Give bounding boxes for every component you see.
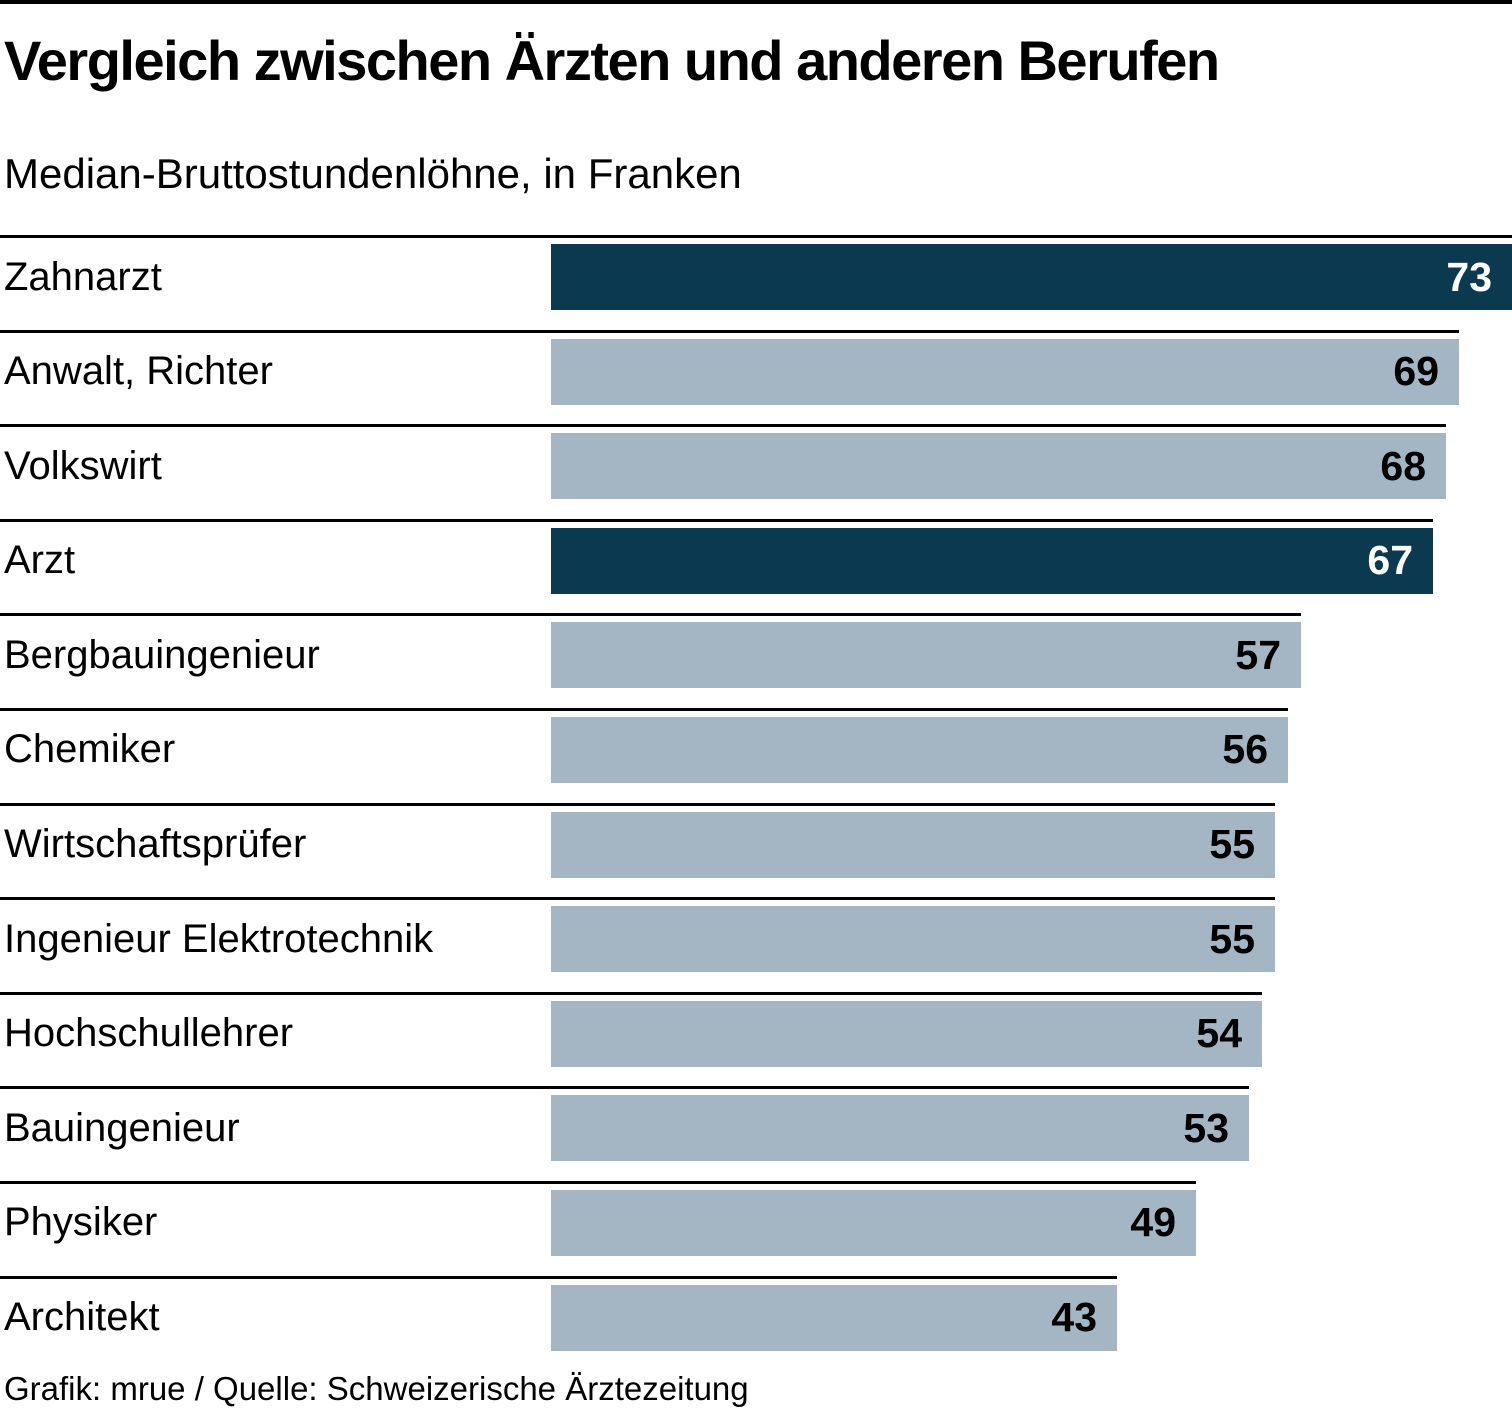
value-label: 55 (1209, 915, 1255, 962)
value-label: 67 (1367, 537, 1413, 584)
chart-row: Ingenieur Elektrotechnik 55 (0, 897, 1275, 973)
category-label: Anwalt, Richter (4, 349, 273, 394)
value-bar: 56 (551, 716, 1288, 783)
chart-row: Hochschullehrer 54 (0, 991, 1262, 1067)
chart-row: Wirtschaftsprüfer 55 (0, 802, 1275, 878)
value-bar: 57 (551, 622, 1301, 689)
chart-subtitle: Median-Bruttostundenlöhne, in Franken (4, 150, 742, 197)
chart-row: Architekt 43 (0, 1275, 1117, 1351)
value-bar: 73 (551, 244, 1512, 310)
category-label: Bauingenieur (4, 1105, 240, 1150)
value-label: 49 (1130, 1199, 1176, 1246)
category-label: Wirtschaftsprüfer (4, 822, 307, 867)
chart-row: Chemiker 56 (0, 707, 1288, 783)
value-bar: 43 (551, 1284, 1117, 1351)
value-bar: 55 (551, 811, 1275, 878)
category-label: Physiker (4, 1200, 158, 1245)
chart-row: Bauingenieur 53 (0, 1086, 1249, 1162)
value-bar: 49 (551, 1189, 1196, 1256)
value-bar: 55 (551, 906, 1275, 973)
category-label: Volkswirt (4, 443, 162, 488)
category-label: Ingenieur Elektrotechnik (4, 916, 434, 961)
chart-row: Anwalt, Richter 69 (0, 329, 1459, 405)
value-bar: 53 (551, 1095, 1249, 1162)
value-bar: 67 (551, 527, 1433, 594)
chart-row: Zahnarzt 73 (0, 235, 1512, 310)
category-label: Architekt (4, 1295, 160, 1340)
value-label: 55 (1209, 821, 1255, 868)
chart-row: Arzt 67 (0, 518, 1433, 594)
value-label: 69 (1393, 348, 1439, 395)
chart-row: Volkswirt 68 (0, 424, 1446, 500)
top-rule (0, 0, 1512, 4)
bar-chart: Zahnarzt 73 Anwalt, Richter 69 Volkswirt… (0, 235, 1512, 1351)
chart-row: Bergbauingenieur 57 (0, 613, 1301, 689)
value-label: 53 (1183, 1104, 1229, 1151)
value-label: 68 (1380, 442, 1426, 489)
category-label: Hochschullehrer (4, 1011, 294, 1056)
value-label: 57 (1235, 631, 1281, 678)
category-label: Zahnarzt (4, 254, 162, 299)
category-label: Arzt (4, 538, 76, 583)
value-label: 43 (1051, 1294, 1097, 1341)
chart-title: Vergleich zwischen Ärzten und anderen Be… (4, 29, 1220, 92)
value-bar: 54 (551, 1000, 1262, 1067)
value-label: 73 (1446, 253, 1492, 300)
chart-row: Physiker 49 (0, 1180, 1196, 1256)
value-label: 54 (1196, 1010, 1242, 1057)
value-label: 56 (1222, 726, 1268, 773)
credit-line: Grafik: mrue / Quelle: Schweizerische Är… (4, 1370, 749, 1408)
value-bar: 68 (551, 433, 1446, 500)
category-label: Bergbauingenieur (4, 632, 320, 677)
category-label: Chemiker (4, 727, 176, 772)
value-bar: 69 (551, 338, 1459, 405)
